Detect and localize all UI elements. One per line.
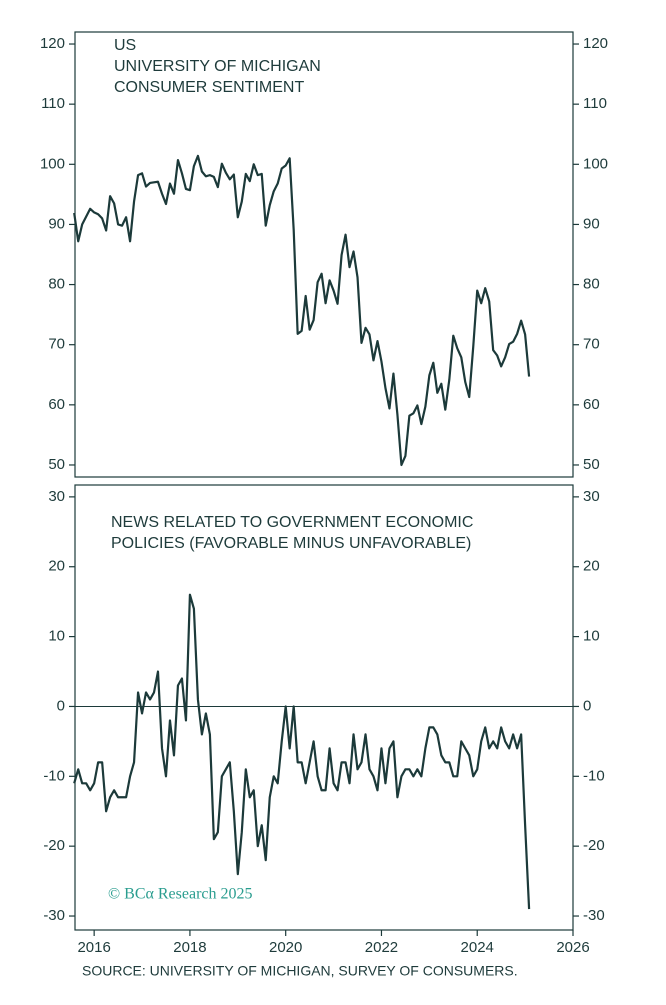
y-tick-label-right: 80 — [583, 276, 600, 293]
y-tick-label-right: 20 — [583, 558, 600, 575]
y-tick-label: -20 — [43, 837, 65, 854]
data-line — [73, 154, 531, 467]
y-tick-label-right: 70 — [583, 336, 600, 353]
y-tick-label-right: -20 — [583, 837, 605, 854]
y-tick-label: 70 — [48, 336, 65, 353]
y-tick-label-right: 50 — [583, 456, 600, 473]
y-tick-label-right: 60 — [583, 396, 600, 413]
y-tick-label-right: -10 — [583, 767, 605, 784]
panel-title: POLICIES (FAVORABLE MINUS UNFAVORABLE) — [111, 535, 471, 552]
y-tick-label-right: 0 — [583, 697, 591, 714]
x-tick-label: 2018 — [173, 939, 206, 956]
y-tick-label: 30 — [48, 488, 65, 505]
data-line — [73, 593, 531, 910]
panel-title: CONSUMER SENTIMENT — [114, 79, 304, 96]
x-tick-label: 2022 — [365, 939, 398, 956]
y-tick-label-right: 30 — [583, 488, 600, 505]
y-tick-label: -10 — [43, 767, 65, 784]
y-tick-label: 90 — [48, 215, 65, 232]
y-tick-label-right: 10 — [583, 628, 600, 645]
panel-title: UNIVERSITY OF MICHIGAN — [114, 58, 321, 75]
y-tick-label: 60 — [48, 396, 65, 413]
y-tick-label: 120 — [40, 35, 65, 52]
y-tick-label-right: 120 — [583, 35, 608, 52]
plot-frame — [74, 31, 574, 478]
y-tick-label: 0 — [57, 697, 65, 714]
y-tick-label: 110 — [41, 95, 65, 112]
x-tick-label: 2020 — [269, 939, 302, 956]
y-tick-label: 80 — [48, 276, 65, 293]
source-note: SOURCE: UNIVERSITY OF MICHIGAN, SURVEY O… — [82, 963, 518, 979]
panel-title: NEWS RELATED TO GOVERNMENT ECONOMIC — [111, 514, 473, 531]
y-tick-label: -30 — [43, 907, 65, 924]
panel-title: US — [114, 37, 136, 54]
y-tick-label: 50 — [48, 456, 65, 473]
x-tick-label: 2016 — [77, 939, 110, 956]
y-tick-label: 100 — [40, 155, 65, 172]
x-tick-label: 2026 — [556, 939, 589, 956]
y-tick-label-right: 110 — [583, 95, 607, 112]
plot-frame — [74, 484, 574, 931]
y-tick-label-right: 100 — [583, 155, 608, 172]
y-tick-label-right: 90 — [583, 215, 600, 232]
y-tick-label: 10 — [48, 628, 65, 645]
watermark: © BCα Research 2025 — [108, 886, 253, 903]
x-tick-label: 2024 — [461, 939, 494, 956]
y-tick-label: 20 — [48, 558, 65, 575]
y-tick-label-right: -30 — [583, 907, 605, 924]
